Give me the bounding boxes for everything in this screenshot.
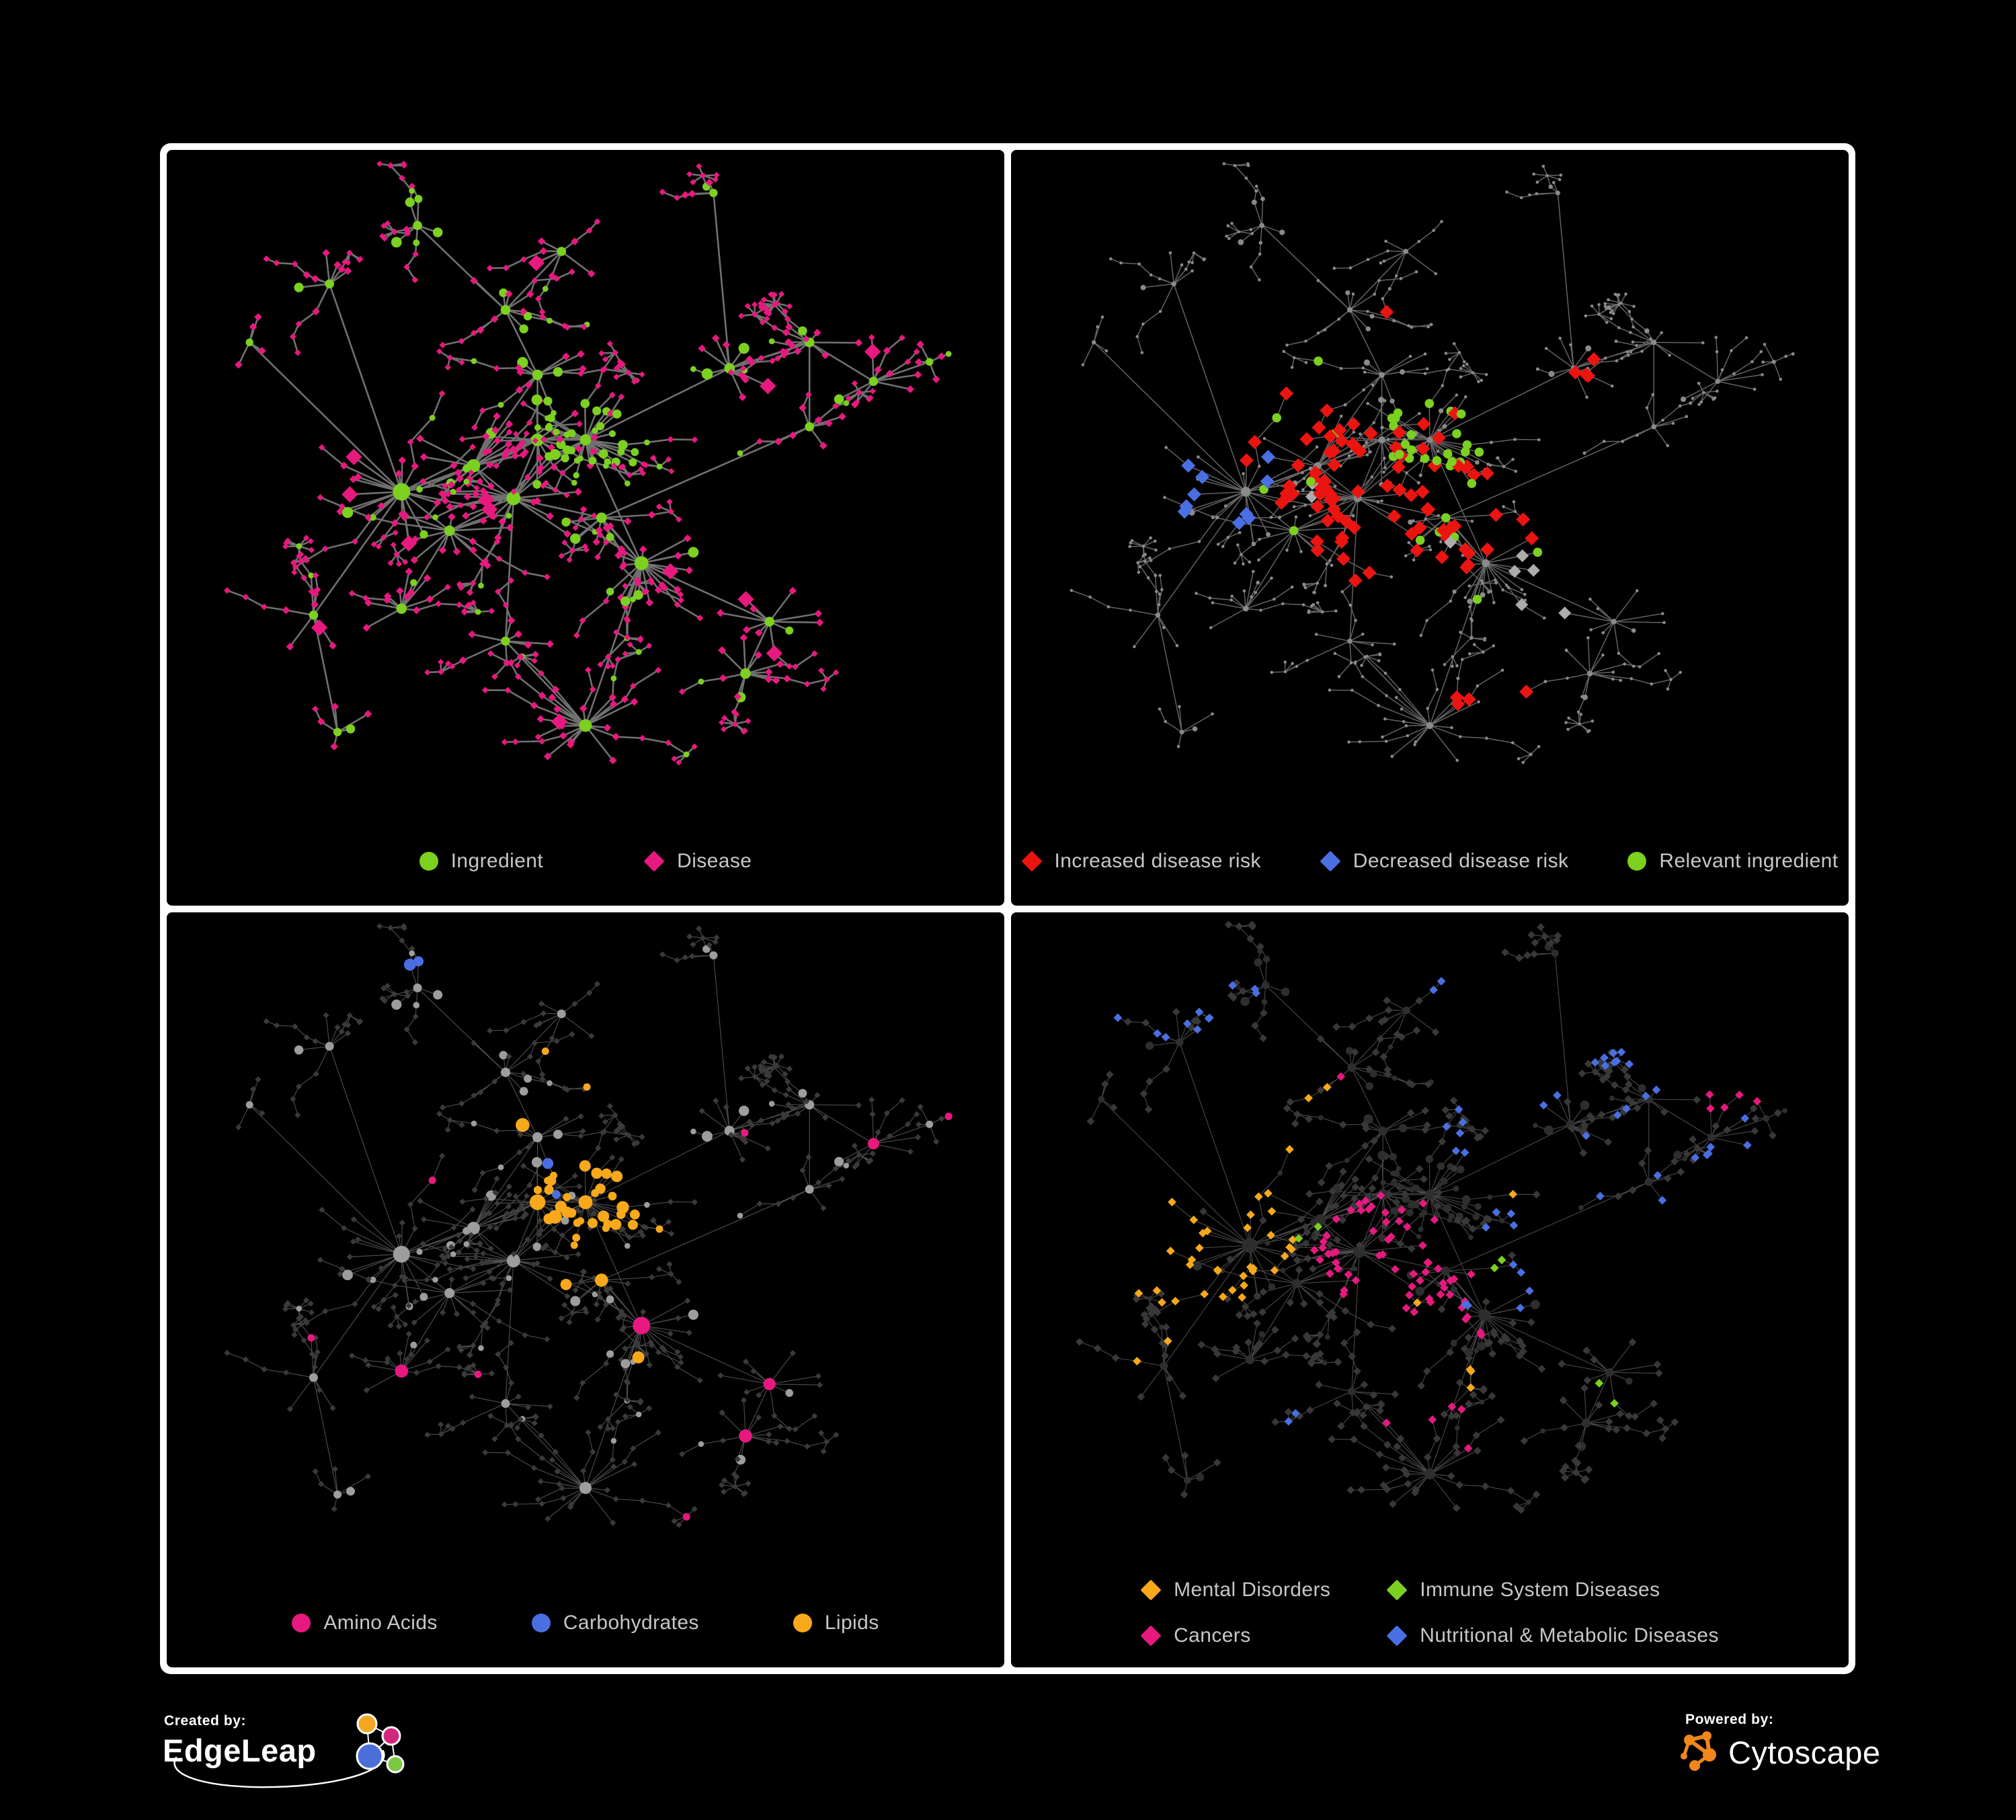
edgeleap-logo-icon — [173, 1713, 405, 1788]
legend-item-ingredient-disease-1: Disease — [643, 849, 752, 872]
legend-item-disease-risk-1: Decreased disease risk — [1320, 849, 1569, 872]
legend-label: Increased disease risk — [1054, 849, 1261, 872]
legend-label: Immune System Diseases — [1420, 1579, 1660, 1601]
legend-item-disease-risk-2: Relevant ingredient — [1627, 849, 1839, 872]
panel-disease-classes: Mental Disorders Immune System Diseases Ca… — [1011, 912, 1849, 1667]
cytoscape-wordmark: Cytoscape — [1728, 1734, 1881, 1770]
legend-label: Decreased disease risk — [1353, 849, 1569, 872]
circle-icon — [793, 1614, 812, 1632]
legend-item-disease-classes-0: Mental Disorders — [1140, 1579, 1331, 1601]
legend-label: Carbohydrates — [563, 1612, 699, 1634]
legend-item-nutrient-classes-0: Amino Acids — [292, 1613, 437, 1633]
diamond-icon — [1320, 850, 1341, 872]
cytoscape-logo-icon — [1681, 1731, 1716, 1771]
legend-item-nutrient-classes-1: Carbohydrates — [531, 1612, 699, 1634]
legend-label: Lipids — [824, 1612, 879, 1634]
legend-label: Relevant ingredient — [1659, 849, 1839, 872]
legend-item-disease-risk-0: Increased disease risk — [1020, 849, 1261, 872]
legend-item-disease-classes-2: Cancers — [1140, 1624, 1251, 1647]
powered-by-label: Powered by: — [1685, 1712, 1774, 1727]
created-by-label: Created by: — [164, 1713, 247, 1729]
diamond-icon — [643, 850, 665, 872]
circle-icon — [292, 1614, 311, 1632]
legend-label: Cancers — [1174, 1624, 1251, 1647]
disease-classes-legend: Mental Disorders Immune System Diseases Ca… — [1011, 1573, 1849, 1653]
edgeleap-branding: Created by: EdgeLeap — [161, 1708, 444, 1802]
ingredient-disease-legend: Ingredient Disease — [167, 829, 1004, 894]
panel-disease-risk: Increased disease risk Decreased disease … — [1011, 150, 1849, 906]
legend-item-disease-classes-1: Immune System Diseases — [1386, 1579, 1660, 1601]
legend-label: Amino Acids — [323, 1612, 438, 1634]
legend-label: Nutritional & Metabolic Diseases — [1420, 1624, 1719, 1647]
legend-label: Disease — [677, 849, 752, 872]
network-panels-grid: Ingredient Disease Increased disease risk… — [160, 143, 1855, 1674]
edgeleap-wordmark: EdgeLeap — [163, 1733, 317, 1768]
panel-nutrient-classes: Amino Acids Carbohydrates Lipids — [167, 912, 1004, 1667]
circle-icon — [1627, 851, 1647, 871]
disease-risk-network-graph — [1070, 162, 1795, 764]
legend-item-ingredient-disease-0: Ingredient — [419, 849, 544, 872]
panel-ingredient-disease: Ingredient Disease — [167, 150, 1004, 906]
legend-label: Ingredient — [450, 849, 544, 872]
legend-item-disease-classes-3: Nutritional & Metabolic Diseases — [1386, 1624, 1719, 1647]
legend-label: Mental Disorders — [1174, 1579, 1331, 1601]
diamond-icon — [1140, 1579, 1162, 1601]
diamond-icon — [1020, 850, 1043, 872]
legend-item-nutrient-classes-2: Lipids — [793, 1613, 879, 1633]
cytoscape-branding: Powered by: Cytoscape — [1679, 1710, 1961, 1798]
diamond-icon — [1386, 1625, 1408, 1647]
disease-classes-network-graph — [1075, 920, 1787, 1514]
diamond-icon — [1386, 1579, 1408, 1601]
diamond-icon — [1140, 1625, 1162, 1647]
nutrient-classes-legend: Amino Acids Carbohydrates Lipids — [167, 1591, 1004, 1655]
circle-icon — [531, 1614, 551, 1632]
circle-icon — [419, 851, 438, 871]
nutrient-classes-network-graph — [224, 922, 953, 1528]
disease-risk-legend: Increased disease risk Decreased disease … — [1011, 829, 1849, 894]
ingredient-disease-network-graph — [223, 160, 952, 766]
